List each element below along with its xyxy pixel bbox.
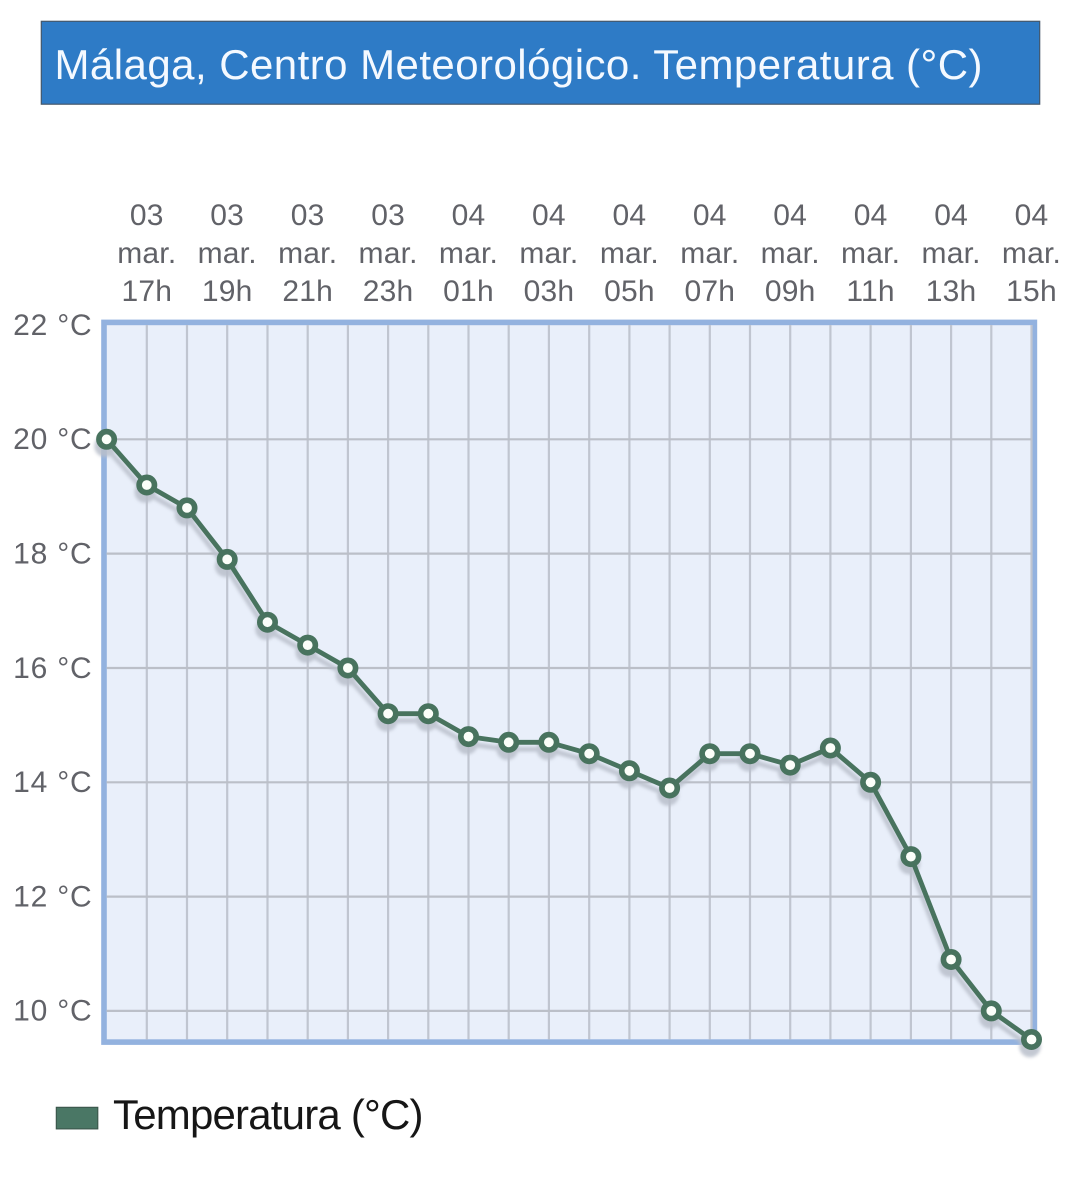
svg-text:mar.: mar.	[680, 237, 739, 270]
svg-text:mar.: mar.	[439, 237, 498, 270]
svg-text:mar.: mar.	[359, 237, 418, 270]
svg-text:04: 04	[854, 199, 888, 232]
svg-text:04: 04	[452, 199, 486, 232]
svg-text:03h: 03h	[524, 275, 575, 308]
svg-text:mar.: mar.	[600, 237, 659, 270]
svg-text:22 °C: 22 °C	[13, 309, 92, 342]
svg-text:18 °C: 18 °C	[13, 537, 92, 570]
svg-text:mar.: mar.	[198, 237, 257, 270]
svg-text:03: 03	[291, 199, 325, 232]
svg-text:mar.: mar.	[278, 237, 337, 270]
svg-text:mar.: mar.	[117, 237, 176, 270]
svg-text:03: 03	[130, 199, 164, 232]
svg-text:07h: 07h	[684, 275, 735, 308]
svg-text:09h: 09h	[765, 275, 816, 308]
svg-text:04: 04	[613, 199, 647, 232]
svg-text:23h: 23h	[363, 275, 414, 308]
svg-text:21h: 21h	[282, 275, 333, 308]
svg-text:04: 04	[532, 199, 566, 232]
svg-text:01h: 01h	[443, 275, 494, 308]
svg-text:04: 04	[693, 199, 727, 232]
svg-text:Temperatura (°C): Temperatura (°C)	[113, 1091, 423, 1138]
svg-text:16 °C: 16 °C	[13, 652, 92, 685]
svg-text:12 °C: 12 °C	[13, 880, 92, 913]
svg-text:05h: 05h	[604, 275, 655, 308]
svg-text:03: 03	[371, 199, 405, 232]
svg-text:04: 04	[1015, 199, 1049, 232]
svg-text:mar.: mar.	[841, 237, 900, 270]
svg-text:mar.: mar.	[922, 237, 981, 270]
svg-text:13h: 13h	[926, 275, 977, 308]
svg-text:14 °C: 14 °C	[13, 766, 92, 799]
svg-text:04: 04	[773, 199, 807, 232]
svg-text:mar.: mar.	[1002, 237, 1061, 270]
svg-text:mar.: mar.	[519, 237, 578, 270]
svg-text:Málaga, Centro Meteorológico.: Málaga, Centro Meteorológico. Temperatur…	[55, 41, 983, 88]
svg-text:15h: 15h	[1006, 275, 1057, 308]
svg-text:19h: 19h	[202, 275, 253, 308]
svg-text:10 °C: 10 °C	[13, 995, 92, 1028]
svg-text:20 °C: 20 °C	[13, 423, 92, 456]
svg-text:17h: 17h	[121, 275, 172, 308]
svg-text:mar.: mar.	[761, 237, 820, 270]
svg-text:11h: 11h	[846, 275, 894, 308]
svg-text:03: 03	[210, 199, 244, 232]
svg-text:04: 04	[934, 199, 968, 232]
